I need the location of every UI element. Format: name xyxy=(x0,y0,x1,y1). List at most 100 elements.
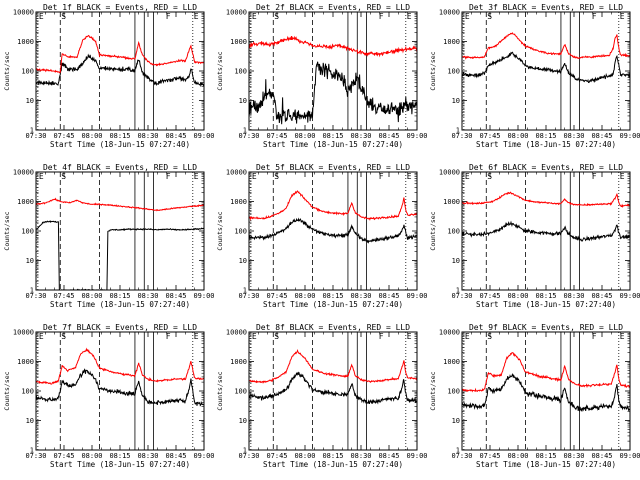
x-tick-label: 08:45 xyxy=(378,452,399,460)
x-tick-label: 08:45 xyxy=(165,132,186,140)
events-series-line xyxy=(36,53,204,88)
x-tick-label: 08:00 xyxy=(294,132,315,140)
chart-panel-7: Det 7f BLACK = Events, RED = LLD Counts/s… xyxy=(3,323,215,469)
y-tick-label: 100 xyxy=(447,388,460,396)
chart-panel-4: Det 4f BLACK = Events, RED = LLD Counts/s… xyxy=(3,163,215,309)
x-tick-label: 08:45 xyxy=(591,132,612,140)
x-axis-label: Start Time (18-Jun-15 07:27:40) xyxy=(50,140,190,149)
x-tick-label: 08:00 xyxy=(507,132,528,140)
lld-series-line xyxy=(462,191,630,209)
x-tick-label: 07:45 xyxy=(266,132,287,140)
y-tick-label: 1 xyxy=(30,447,34,455)
segment-marker-label: E xyxy=(194,332,199,341)
lld-series-line xyxy=(249,35,417,58)
x-tick-label: 08:30 xyxy=(563,292,584,300)
x-tick-label: 08:30 xyxy=(350,292,371,300)
y-axis-label: Counts/sec xyxy=(3,211,11,250)
x-tick-label: 08:15 xyxy=(322,292,343,300)
segment-marker-label: S xyxy=(61,12,66,21)
x-tick-label: 08:30 xyxy=(350,132,371,140)
x-tick-label: 07:30 xyxy=(25,132,46,140)
segment-marker-label: E xyxy=(620,172,625,181)
chart-panel-2: Det 2f BLACK = Events, RED = LLD Counts/s… xyxy=(216,3,428,149)
x-tick-label: 08:45 xyxy=(591,292,612,300)
y-tick-label: 10 xyxy=(452,257,460,265)
segment-marker-label: E xyxy=(194,12,199,21)
segment-marker-label: E xyxy=(407,172,412,181)
plot-frame xyxy=(461,171,631,291)
segment-marker-label: S xyxy=(61,172,66,181)
segment-marker-label: E xyxy=(39,172,44,181)
plot-frame xyxy=(35,331,205,451)
x-tick-label: 08:30 xyxy=(137,452,158,460)
x-tick-label: 09:00 xyxy=(193,452,214,460)
segment-marker-label: E xyxy=(465,12,470,21)
plot-frame xyxy=(35,171,205,291)
y-tick-label: 100 xyxy=(234,228,247,236)
chart-panel-3: Det 3f BLACK = Events, RED = LLD Counts/s… xyxy=(429,3,640,149)
y-tick-label: 10 xyxy=(452,417,460,425)
chart-title: Det 9f BLACK = Events, RED = LLD xyxy=(469,323,623,332)
y-tick-label: 100 xyxy=(234,68,247,76)
segment-marker-label: F xyxy=(379,172,384,181)
x-tick-label: 07:30 xyxy=(238,132,259,140)
y-tick-label: 10000 xyxy=(439,9,460,17)
x-axis-label: Start Time (18-Jun-15 07:27:40) xyxy=(263,460,403,469)
chart-title: Det 6f BLACK = Events, RED = LLD xyxy=(469,163,623,172)
x-tick-label: 08:30 xyxy=(137,132,158,140)
y-axis-label: Counts/sec xyxy=(216,51,224,90)
y-tick-label: 1 xyxy=(456,287,460,295)
y-tick-label: 10 xyxy=(26,97,34,105)
y-axis-label: Counts/sec xyxy=(429,211,437,250)
y-tick-label: 1000 xyxy=(443,38,460,46)
x-axis-label: Start Time (18-Jun-15 07:27:40) xyxy=(476,300,616,309)
x-tick-label: 07:30 xyxy=(451,292,472,300)
lld-series-line xyxy=(249,190,417,221)
x-tick-label: 07:30 xyxy=(238,292,259,300)
x-axis-label: Start Time (18-Jun-15 07:27:40) xyxy=(50,460,190,469)
segment-marker-label: E xyxy=(252,172,257,181)
y-tick-label: 10000 xyxy=(226,169,247,177)
y-tick-label: 1 xyxy=(243,287,247,295)
x-tick-label: 08:00 xyxy=(81,452,102,460)
plot-frame xyxy=(461,331,631,451)
segment-marker-label: E xyxy=(407,332,412,341)
x-tick-label: 09:00 xyxy=(619,132,640,140)
lld-series-line xyxy=(36,34,204,74)
x-tick-label: 08:15 xyxy=(109,452,130,460)
x-tick-label: 09:00 xyxy=(619,292,640,300)
events-series-line xyxy=(249,217,417,244)
x-tick-label: 08:15 xyxy=(535,292,556,300)
segment-marker-label: F xyxy=(166,332,171,341)
y-tick-label: 1000 xyxy=(443,358,460,366)
x-tick-label: 08:00 xyxy=(507,292,528,300)
segment-marker-label: E xyxy=(620,332,625,341)
segment-marker-label: S xyxy=(61,332,66,341)
y-tick-label: 1 xyxy=(243,447,247,455)
segment-marker-label: S xyxy=(274,12,279,21)
chart-panel-6: Det 6f BLACK = Events, RED = LLD Counts/s… xyxy=(429,163,640,309)
x-tick-label: 08:00 xyxy=(81,132,102,140)
y-tick-label: 10 xyxy=(452,97,460,105)
x-axis-label: Start Time (18-Jun-15 07:27:40) xyxy=(476,140,616,149)
x-tick-label: 07:45 xyxy=(479,452,500,460)
x-tick-label: 08:15 xyxy=(322,132,343,140)
segment-marker-label: S xyxy=(487,12,492,21)
y-tick-label: 1 xyxy=(30,287,34,295)
segment-marker-label: S xyxy=(274,172,279,181)
events-series-line xyxy=(249,61,417,125)
x-tick-label: 08:15 xyxy=(322,452,343,460)
events-series-line xyxy=(462,51,630,84)
lld-series-line xyxy=(462,352,630,393)
y-tick-label: 100 xyxy=(447,228,460,236)
chart-title: Det 7f BLACK = Events, RED = LLD xyxy=(43,323,197,332)
y-axis-label: Counts/sec xyxy=(429,371,437,410)
plot-frame xyxy=(461,11,631,131)
x-tick-label: 08:30 xyxy=(137,292,158,300)
y-tick-label: 10 xyxy=(26,417,34,425)
x-tick-label: 09:00 xyxy=(619,452,640,460)
y-axis-label: Counts/sec xyxy=(3,371,11,410)
y-tick-label: 10 xyxy=(239,417,247,425)
